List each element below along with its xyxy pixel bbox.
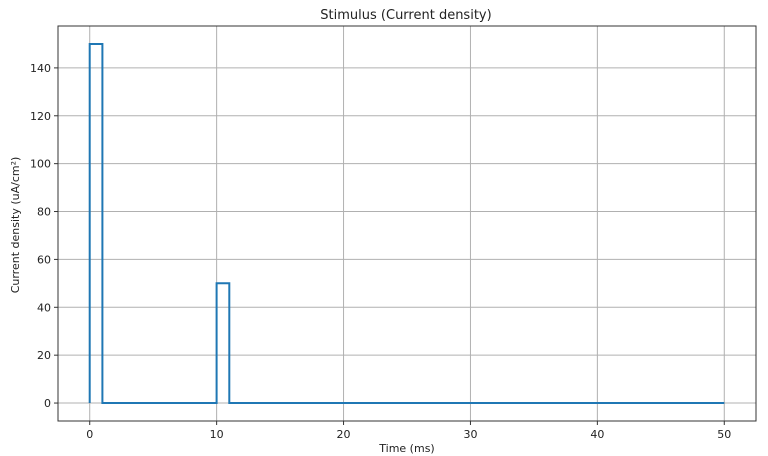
y-tick-label: 60 <box>37 253 51 266</box>
chart-title: Stimulus (Current density) <box>320 8 491 23</box>
series-layer <box>88 43 725 404</box>
x-tick-label: 40 <box>590 428 604 441</box>
grid-lines <box>58 26 756 421</box>
y-axis-label: Current density (uA/cm²) <box>9 157 22 294</box>
y-tick-label: 100 <box>30 158 51 171</box>
y-tick-label: 40 <box>37 301 51 314</box>
x-tick-label: 50 <box>717 428 731 441</box>
x-tick-label: 30 <box>463 428 477 441</box>
x-axis-ticks: 0 10 20 30 40 50 <box>86 421 731 441</box>
x-tick-label: 20 <box>337 428 351 441</box>
y-tick-label: 140 <box>30 62 51 75</box>
y-tick-label: 20 <box>37 349 51 362</box>
series-line-0 <box>88 43 725 404</box>
y-tick-label: 80 <box>37 206 51 219</box>
plot-frame <box>57 25 757 422</box>
x-axis-label: Time (ms) <box>378 442 434 455</box>
x-tick-label: 10 <box>210 428 224 441</box>
y-axis-ticks: 0 20 40 60 80 100 120 140 <box>30 62 58 410</box>
x-tick-label: 0 <box>86 428 93 441</box>
y-tick-label: 120 <box>30 110 51 123</box>
y-tick-label: 0 <box>44 397 51 410</box>
